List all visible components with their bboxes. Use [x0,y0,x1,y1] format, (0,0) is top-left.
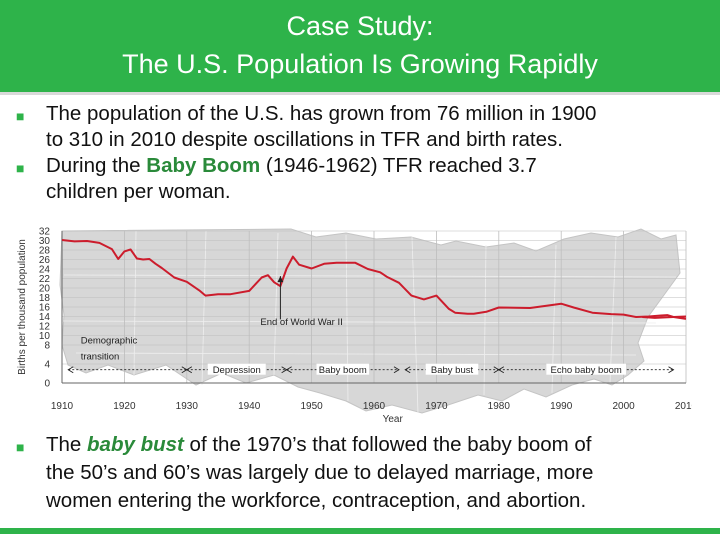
x-tick-label: 1970 [425,401,448,412]
x-tick-label: 1920 [113,401,136,412]
state-borders [61,230,677,414]
y-tick-label: 10 [39,331,51,342]
baby-boom-arrow-right [393,366,400,374]
x-tick-label: 2000 [612,401,635,412]
birth-rate-line [61,239,687,320]
header-divider [0,92,720,95]
bullet-item-baby-bust: ■ The baby bust of the 1970’s that follo… [14,431,704,515]
x-tick-label: 1930 [176,401,199,412]
bullet-text-line: the 50’s and 60’s was largely due to del… [46,461,594,484]
x-tick-label: 1910 [51,401,74,412]
x-tick-label: 1980 [488,401,511,412]
x-tick-label: 1990 [550,401,573,412]
y-tick-label: 20 [39,284,51,295]
bullet-text-segment: (1946-1962) TFR reached 3.7 [260,154,537,177]
y-tick-label: 4 [44,360,50,371]
x-tick-label: 1940 [238,401,261,412]
bullet-text-line: The population of the U.S. has grown fro… [46,102,597,125]
ww2-arrow-head [277,276,284,283]
bullet-square-icon: ■ [16,108,25,124]
echo-baby-boom-label-bg [546,363,626,375]
y-tick-label: 22 [39,274,51,285]
bullet-list-bottom: ■ The baby bust of the 1970’s that follo… [14,431,704,515]
birth-rate-extension-line [642,315,687,319]
bullet-text-line: to 310 in 2010 despite oscillations in T… [46,128,563,151]
baby-bust-label: Baby bust [431,365,474,376]
slide-title-line1: Case Study: [286,11,434,41]
y-tick-label: 26 [39,255,51,266]
baby-bust-term: baby bust [87,433,184,456]
y-tick-label: 28 [39,246,51,257]
annotation-demographic-transition-line2: transition [81,351,120,362]
bullet-text-segment: During the [46,154,147,177]
demographic-transition-arrow-left [67,366,74,374]
y-tick-label: 30 [39,236,51,247]
bullet-text-line: women entering the workforce, contracept… [46,489,587,512]
baby-boom-term: Baby Boom [146,154,261,177]
echo-baby-boom-arrow-left [497,366,505,374]
echo-baby-boom-label: Echo baby boom [551,365,622,376]
birth-rate-chart: 1910 1920 1930 1940 1950 1960 1970 1980 1990 2000… [16,225,692,425]
chart-lines [61,239,687,320]
chart-annotations: End of World War II Demographic transition… [67,276,675,376]
depression-label-bg [207,363,266,375]
y-tick-label: 0 [44,379,50,390]
y-tick-label: 12 [39,322,51,333]
y-axis-label: Births per thousand population [17,239,28,375]
bullet-list-top: ■ The population of the U.S. has grown f… [14,101,704,205]
baby-bust-label-bg [425,363,479,375]
depression-arrow-left [185,366,193,374]
echo-baby-boom-arrow-right [668,366,675,374]
y-tick-label: 24 [39,265,51,276]
depression-label: Depression [213,365,261,376]
slide-header: Case Study: The U.S. Population Is Growi… [0,0,720,92]
bullet-text-segment: The [46,433,88,456]
baby-bust-arrow-left [404,366,411,374]
baby-boom-arrow-left [285,366,292,374]
x-tick-label: 1960 [363,401,386,412]
baby-boom-label: Baby boom [319,365,367,376]
y-tick-label: 14 [39,312,51,323]
y-tick-label: 8 [44,341,50,352]
x-tick-label: 2010 [675,401,692,412]
bullet-square-icon: ■ [16,160,25,176]
chart-axes: 1910 1920 1930 1940 1950 1960 1970 1980 1990 2000… [17,227,692,426]
bullet-text-line: children per woman. [46,180,231,203]
annotation-ww2: End of World War II [260,317,342,328]
y-tick-label: 16 [39,303,51,314]
x-axis-label: Year [383,414,404,425]
footer-bar [0,528,720,534]
bullet-item-baby-boom: ■ During the Baby Boom (1946-1962) TFR r… [14,153,704,205]
y-tick-label: 18 [39,293,51,304]
x-tick-label: 1950 [300,401,323,412]
slide-title-line2: The U.S. Population Is Growing Rapidly [122,49,598,79]
annotation-demographic-transition: Demographic [81,336,138,347]
bullet-square-icon: ■ [16,439,25,455]
baby-boom-label-bg [316,363,370,375]
bullet-item-population: ■ The population of the U.S. has grown f… [14,101,704,153]
y-tick-label: 32 [39,227,51,238]
bullet-text-segment: of the 1970’s that followed the baby boo… [183,433,592,456]
